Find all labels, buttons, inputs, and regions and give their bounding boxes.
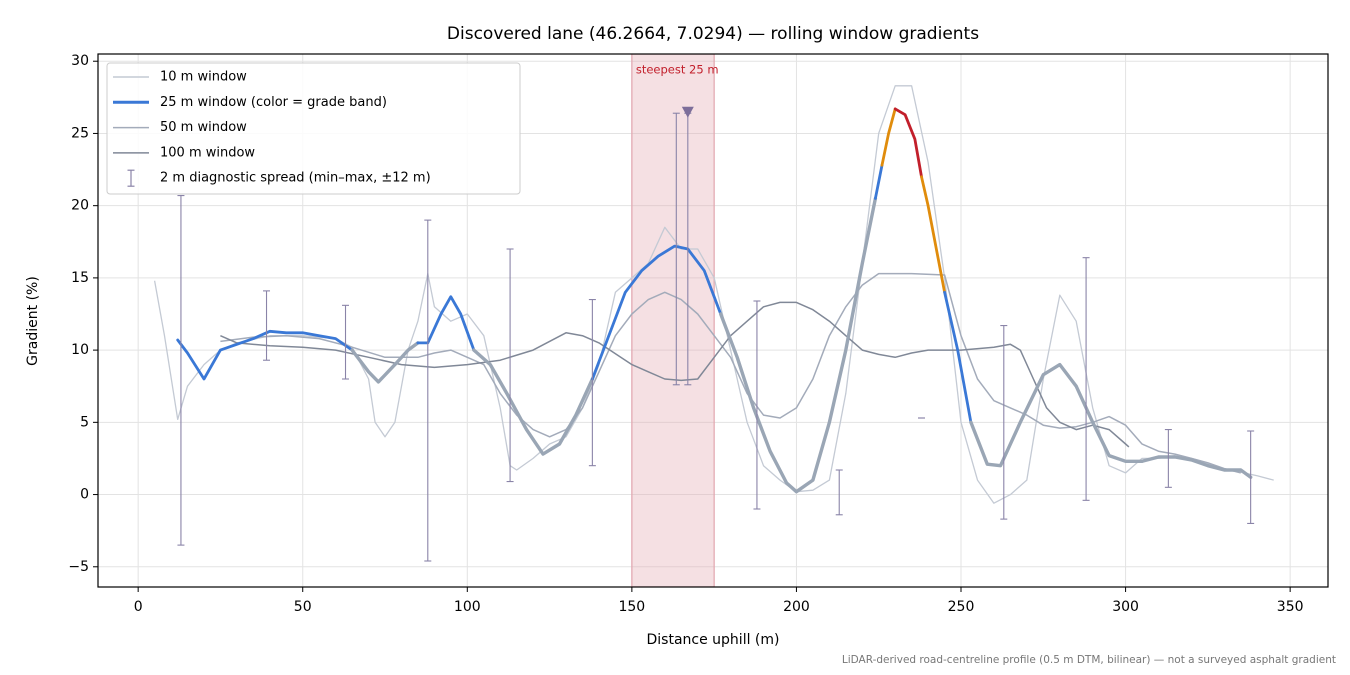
line-segment bbox=[920, 175, 946, 294]
y-tick-label: 15 bbox=[71, 270, 89, 286]
line-segment bbox=[416, 295, 476, 352]
y-tick-label: −5 bbox=[68, 559, 89, 575]
y-tick-label: 30 bbox=[71, 53, 89, 69]
y-tick-label: 20 bbox=[71, 198, 89, 214]
line-segment bbox=[893, 107, 923, 179]
legend-label: 50 m window bbox=[160, 120, 247, 135]
chart-title: Discovered lane (46.2664, 7.0294) — roll… bbox=[447, 24, 979, 44]
line-segment bbox=[880, 107, 897, 167]
y-tick-label: 5 bbox=[80, 414, 89, 430]
x-tick-label: 150 bbox=[618, 599, 645, 615]
line-segment bbox=[943, 290, 973, 424]
y-axis-label: Gradient (%) bbox=[25, 276, 41, 366]
line-segment bbox=[874, 163, 884, 200]
y-tick-label: 25 bbox=[71, 125, 89, 141]
line-segment bbox=[591, 244, 723, 381]
line-segment bbox=[350, 341, 420, 384]
x-tick-label: 250 bbox=[948, 599, 975, 615]
line-segment bbox=[472, 348, 595, 456]
y-tick-label: 0 bbox=[80, 487, 89, 503]
x-tick-label: 350 bbox=[1277, 599, 1304, 615]
x-tick-label: 300 bbox=[1112, 599, 1139, 615]
highlight-label: steepest 25 m bbox=[636, 63, 719, 77]
plot-area: steepest 25 m bbox=[153, 54, 1274, 587]
line bbox=[153, 85, 1274, 504]
x-tick-label: 100 bbox=[454, 599, 481, 615]
line bbox=[220, 272, 1241, 474]
highlight-span bbox=[631, 54, 715, 587]
legend-label: 100 m window bbox=[160, 145, 255, 160]
x-tick-label: 200 bbox=[783, 599, 810, 615]
x-axis-label: Distance uphill (m) bbox=[647, 632, 780, 648]
x-tick-label: 0 bbox=[134, 599, 143, 615]
footnote: LiDAR-derived road-centreline profile (0… bbox=[842, 654, 1336, 666]
legend-label: 25 m window (color = grade band) bbox=[160, 95, 387, 110]
line-segment bbox=[719, 196, 878, 494]
legend-label: 10 m window bbox=[160, 70, 247, 85]
legend-label: 2 m diagnostic spread (min–max, ±12 m) bbox=[160, 171, 431, 186]
x-tick-label: 50 bbox=[294, 599, 312, 615]
line-segment bbox=[176, 329, 354, 381]
plot-frame bbox=[97, 53, 1329, 588]
y-tick-label: 10 bbox=[71, 342, 89, 358]
line bbox=[220, 301, 1130, 448]
legend-box bbox=[106, 62, 521, 195]
line-segment bbox=[969, 362, 1253, 479]
steepest-marker bbox=[681, 106, 694, 118]
